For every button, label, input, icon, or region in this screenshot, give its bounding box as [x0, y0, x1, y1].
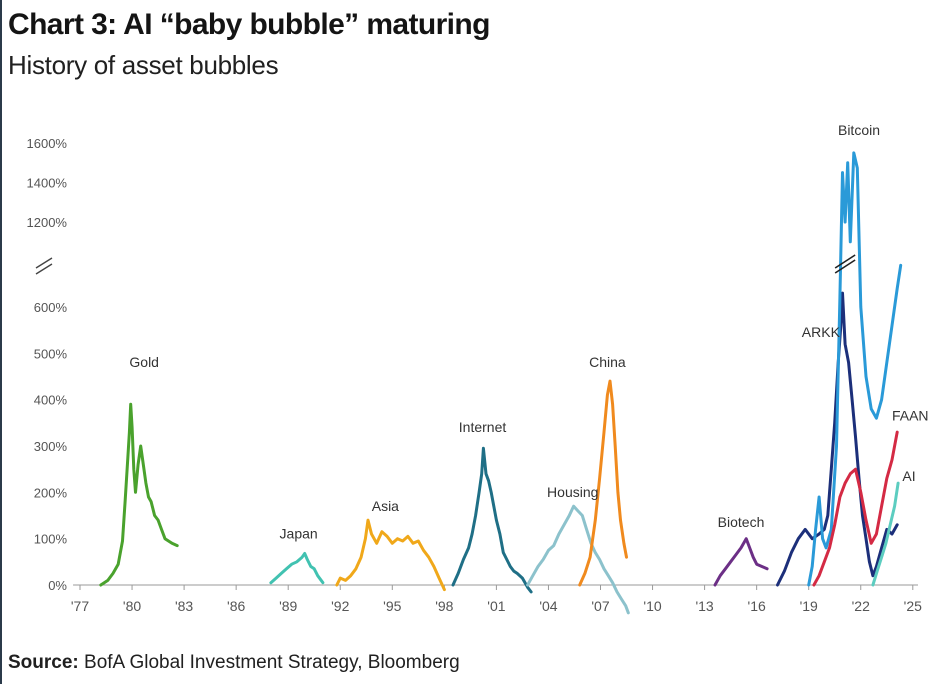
series-line-housing — [526, 504, 630, 615]
series-label-ai: AI — [902, 468, 915, 484]
series-label-china: China — [589, 354, 626, 370]
y-tick-label: 200% — [34, 485, 68, 500]
x-tick-label: '07 — [591, 598, 609, 614]
x-tick-label: '86 — [227, 598, 245, 614]
y-axis-break — [35, 257, 53, 275]
series-line-japan — [269, 552, 325, 585]
series-label-arkk: ARKK — [802, 324, 841, 340]
x-tick-label: '95 — [383, 598, 401, 614]
source-label: Source: — [8, 652, 79, 673]
series-line-arkk — [776, 291, 899, 587]
page-subtitle: History of asset bubbles — [8, 50, 279, 80]
y-axis: 0% 100% 200% 300% 400% 500% 600% 1200% 1400% 1600… — [27, 136, 68, 593]
x-tick-label: '19 — [800, 598, 818, 614]
series-labels: Gold Japan Asia Internet Housing China Biotech… — [129, 122, 929, 542]
x-axis: '77 '80 '83 '86 '89 '92 '95 '98 '01 '04 '07 '10 '13 '… — [71, 584, 922, 614]
y-tick-label: 400% — [34, 393, 68, 408]
x-tick-label: '83 — [175, 598, 193, 614]
series-label-internet: Internet — [459, 419, 507, 435]
series-line-gold — [99, 402, 179, 587]
y-tick-label: 1400% — [27, 176, 68, 191]
source-note: Source: BofA Global Investment Strategy,… — [8, 652, 460, 674]
axis-break-marks — [834, 254, 856, 274]
x-tick-label: '98 — [435, 598, 453, 614]
page-title: Chart 3: AI “baby bubble” maturing — [8, 8, 490, 41]
y-tick-label: 1600% — [27, 136, 68, 151]
y-tick-label: 0% — [48, 578, 67, 593]
x-tick-label: '04 — [539, 598, 557, 614]
y-tick-label: 500% — [34, 346, 68, 361]
x-tick-label: '16 — [748, 598, 766, 614]
series-line-internet — [451, 446, 533, 594]
y-tick-label: 300% — [34, 439, 68, 454]
x-tick-label: '13 — [695, 598, 713, 614]
x-tick-label: '89 — [279, 598, 297, 614]
series-label-asia: Asia — [372, 498, 399, 514]
x-tick-label: '92 — [331, 598, 349, 614]
series-line-asia — [335, 518, 446, 592]
series-label-biotech: Biotech — [718, 514, 765, 530]
series-lines — [99, 151, 903, 615]
y-tick-label: 1200% — [27, 215, 68, 230]
series-label-japan: Japan — [280, 526, 318, 542]
y-tick-label: 100% — [34, 532, 68, 547]
series-line-biotech — [713, 537, 769, 587]
series-line-ai — [871, 481, 900, 587]
series-label-housing: Housing — [547, 484, 598, 500]
series-label-faang: FAANG — [892, 408, 929, 424]
bubble-chart: 0% 100% 200% 300% 400% 500% 600% 1200% 1400% 1600… — [27, 122, 929, 615]
x-tick-label: '22 — [852, 598, 870, 614]
series-line-china — [578, 379, 628, 587]
series-label-bitcoin: Bitcoin — [838, 122, 880, 138]
x-tick-label: '25 — [904, 598, 922, 614]
y-tick-label: 600% — [34, 300, 68, 315]
series-line-faang — [812, 430, 899, 587]
series-line-bitcoin — [807, 151, 903, 587]
series-label-gold: Gold — [129, 354, 159, 370]
x-tick-label: '01 — [487, 598, 505, 614]
x-tick-label: '80 — [123, 598, 141, 614]
x-tick-label: '10 — [643, 598, 661, 614]
source-text: BofA Global Investment Strategy, Bloombe… — [84, 652, 460, 673]
x-tick-label: '77 — [71, 598, 89, 614]
